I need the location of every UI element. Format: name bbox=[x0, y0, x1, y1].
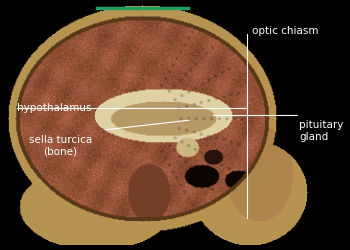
Text: hypothalamus: hypothalamus bbox=[17, 103, 92, 113]
Text: sella turcica
(bone): sella turcica (bone) bbox=[29, 134, 92, 156]
Text: pituitary
gland: pituitary gland bbox=[299, 120, 344, 142]
Text: optic chiasm: optic chiasm bbox=[252, 26, 319, 36]
